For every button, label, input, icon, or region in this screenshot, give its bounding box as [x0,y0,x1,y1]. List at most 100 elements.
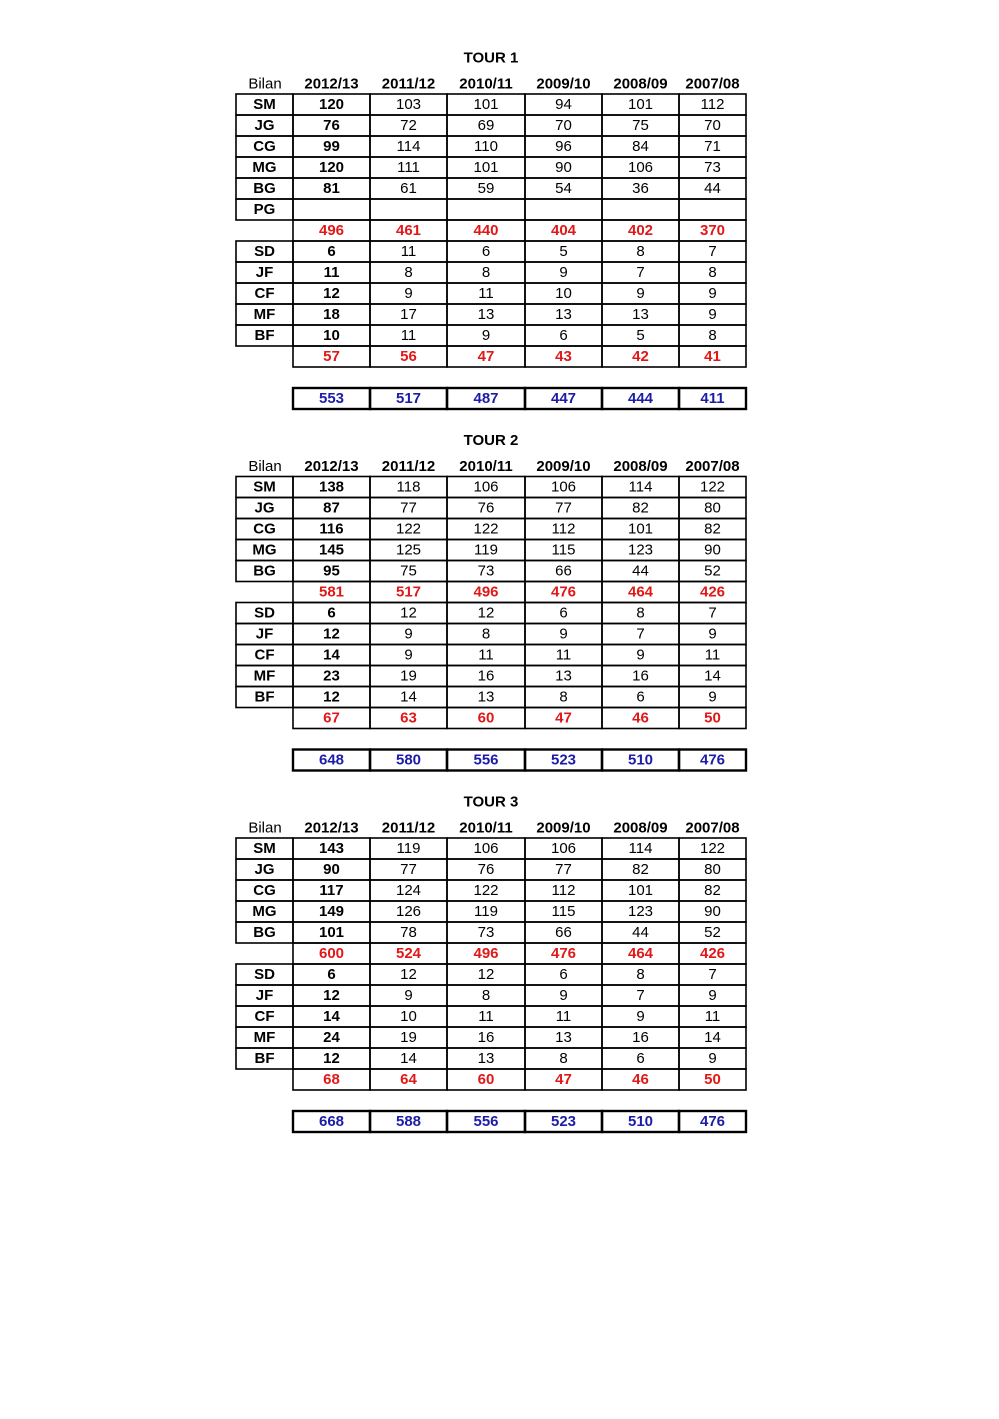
cell-value: 9 [482,327,490,344]
row-label: MG [252,903,276,920]
cell-value: 14 [704,1029,721,1046]
cell-value: 75 [632,117,649,134]
cell-value: 9 [559,626,567,643]
subtotal1-value: 440 [473,222,498,239]
cell-value: 82 [704,882,721,899]
cell-value: 8 [636,243,644,260]
row-label: SM [253,840,276,857]
cell-value: 114 [629,840,653,857]
subtotal1-value: 524 [396,945,422,962]
cell [292,198,371,221]
cell-value: 17 [400,306,417,323]
subtotal1-value: 496 [473,584,498,601]
row-label: MG [252,542,276,559]
cell-value: 9 [404,987,412,1004]
subtotal2-cell [678,345,747,368]
cell-value: 77 [555,500,572,517]
cell-value: 9 [636,285,644,302]
subtotal1-value: 517 [396,584,421,601]
cell-value: 12 [400,966,417,983]
cell-value: 14 [323,1008,340,1025]
row-label: BF [255,689,275,706]
total-value: 510 [628,752,653,769]
cell-value: 12 [323,285,340,302]
cell-value: 5 [636,327,644,344]
subtotal1-value: 426 [700,945,725,962]
cell-value: 6 [636,689,644,706]
cell-value: 118 [397,479,421,496]
cell-value: 116 [319,521,343,538]
total-value: 476 [700,752,725,769]
cell-value: 12 [323,626,340,643]
cell-value: 13 [555,668,572,685]
cell-value: 11 [401,327,417,344]
cell-value: 120 [319,96,344,113]
row-label: BG [253,924,276,941]
row-label: PG [254,201,276,218]
total-value: 648 [319,752,344,769]
cell-value: 122 [396,521,421,538]
cell-value: 12 [323,987,340,1004]
cell-value: 52 [704,924,721,941]
cell-value: 70 [555,117,572,134]
cell-value: 16 [478,1029,495,1046]
header-year: 2010/11 [459,458,512,475]
cell [524,198,603,221]
cell-value: 7 [636,987,644,1004]
total-value: 476 [700,1113,725,1130]
cell-value: 8 [636,966,644,983]
subtotal2-value: 46 [632,1071,649,1088]
subtotal1-value: 464 [628,945,654,962]
total-value: 556 [473,752,498,769]
total-value: 523 [551,752,576,769]
cell-value: 16 [632,1029,649,1046]
cell-value: 11 [478,1008,494,1025]
subtotal2-value: 47 [555,710,572,727]
cell-value: 11 [401,243,417,260]
cell-value: 9 [404,285,412,302]
subtotal2-value: 60 [478,710,495,727]
cell-value: 8 [482,626,490,643]
cell-value: 44 [632,563,649,580]
table-title: TOUR 1 [464,50,519,67]
header-year: 2007/08 [685,458,739,475]
cell-value: 6 [559,966,567,983]
cell-value: 9 [404,626,412,643]
cell-value: 75 [400,563,417,580]
subtotal2-value: 63 [400,710,417,727]
cell-value: 8 [636,605,644,622]
cell-value: 19 [400,668,417,685]
row-label: CG [253,138,276,155]
row-label: CG [253,882,276,899]
cell-value: 81 [323,180,340,197]
cell [678,198,747,221]
header-label: Bilan [248,820,281,837]
cell-value: 106 [551,479,576,496]
total-value: 444 [628,390,654,407]
cell-value: 123 [628,542,653,559]
cell-value: 24 [323,1029,340,1046]
cell-value: 112 [552,521,576,538]
subtotal2-value: 60 [478,1071,495,1088]
cell-value: 9 [636,1008,644,1025]
cell-value: 101 [628,882,653,899]
cell-value: 125 [396,542,421,559]
cell-value: 70 [704,117,721,134]
header-year: 2008/09 [613,458,667,475]
cell-value: 96 [555,138,572,155]
cell-value: 77 [400,500,417,517]
subtotal2-value: 50 [704,1071,721,1088]
row-label: CF [255,285,275,302]
cell-value: 19 [400,1029,417,1046]
cell-value: 52 [704,563,721,580]
cell-value: 73 [478,924,495,941]
cell [369,198,448,221]
cell-value: 9 [708,285,716,302]
subtotal2-value: 47 [555,1071,572,1088]
row-label: SD [254,243,275,260]
header-year: 2010/11 [459,820,512,837]
cell-value: 7 [708,605,716,622]
row-label: BF [255,1050,275,1067]
cell-value: 106 [551,840,576,857]
cell-value: 101 [473,96,498,113]
